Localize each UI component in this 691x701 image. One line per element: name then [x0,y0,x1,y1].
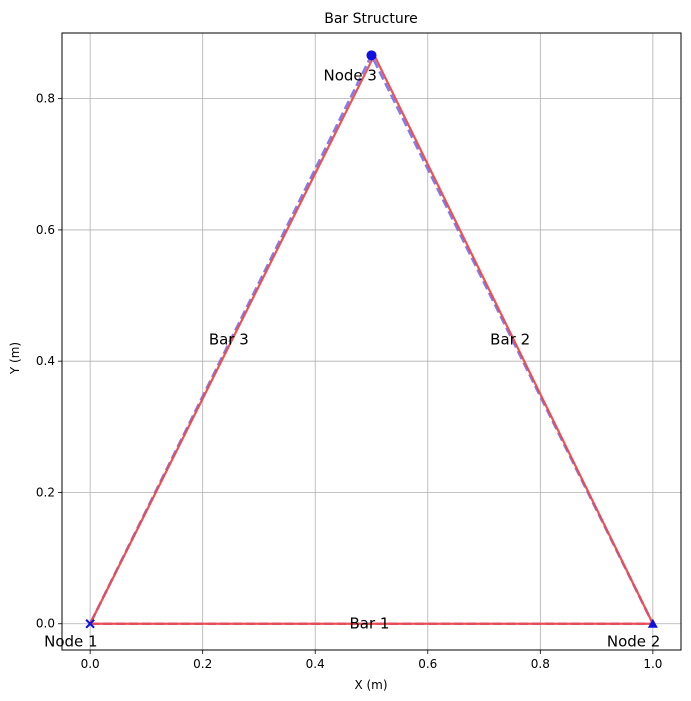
ticks: 0.0 0.2 0.4 0.6 0.8 1.0 0.0 0.2 0.4 0.6 0.8 [36,92,663,671]
grid [62,33,681,650]
bar-label: Bar 2 [490,331,530,349]
bar-label: Bar 3 [209,331,249,349]
y-tick-label: 0.2 [36,485,55,499]
plot-frame [61,32,682,651]
node-label: Node 2 [607,633,660,651]
series-layer [88,54,655,626]
node-marker-circle [366,50,377,61]
node-marker-x [85,619,95,629]
chart-title: Bar Structure [324,11,418,27]
y-tick-label: 0.4 [36,354,55,368]
x-tick-label: 0.4 [306,657,325,671]
deformed-structure-line [89,54,654,625]
y-tick-label: 0.6 [36,223,55,237]
y-tick-label: 0.0 [36,617,55,631]
x-tick-label: 0.2 [193,657,212,671]
node-label: Node 3 [324,66,377,84]
x-tick-label: 0.0 [81,657,100,671]
annotations: Node 1 Node 2 Node 3 Bar 1 Bar 2 Bar 3 [44,66,660,650]
x-tick-label: 1.0 [643,657,662,671]
node-markers [85,50,658,629]
node-label: Node 1 [44,633,97,651]
node-marker-triangle [647,618,658,628]
x-tick-label: 0.8 [531,657,550,671]
bar-label: Bar 1 [350,615,390,633]
x-tick-label: 0.6 [418,657,437,671]
y-tick-label: 0.8 [36,92,55,106]
x-axis-label: X (m) [354,678,387,692]
y-axis-label: Y (m) [8,342,22,375]
